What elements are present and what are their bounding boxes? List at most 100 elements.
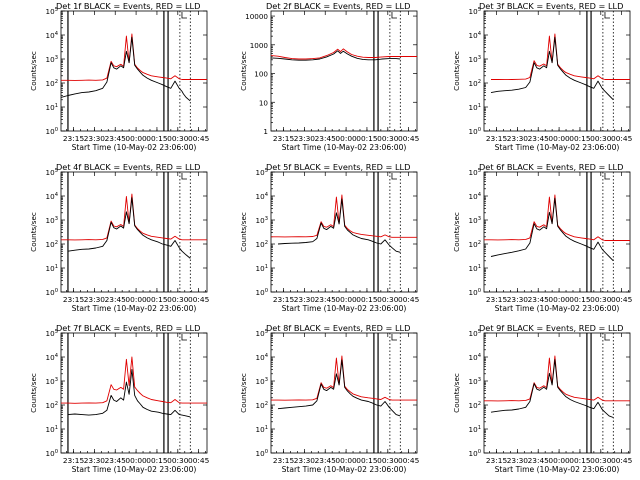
bracket-marker [391, 173, 397, 180]
x-tick-label: 23:30 [507, 134, 529, 143]
x-tick-label: 00:00 [125, 295, 147, 304]
y-tick-label: 100 [469, 127, 481, 136]
x-tick-label: 00:45 [398, 295, 420, 304]
y-tick-label: 105 [256, 168, 268, 177]
x-tick-label: 00:15 [569, 134, 591, 143]
y-tick-label: 101 [46, 264, 58, 273]
panel-title: Det 8f BLACK = Events, RED = LLD [266, 323, 410, 333]
y-tick-label: 101 [46, 425, 58, 434]
y-tick-label: 101 [469, 264, 481, 273]
plot-frame [60, 332, 208, 454]
panel-title: Det 4f BLACK = Events, RED = LLD [56, 162, 200, 172]
x-tick-label: 00:15 [356, 456, 378, 465]
events-rate-trace [490, 36, 614, 101]
x-tick-label: 00:15 [146, 295, 168, 304]
y-tick-label: 105 [469, 7, 481, 16]
y-axis-label: Counts/sec [29, 51, 38, 91]
x-tick-label: 00:45 [188, 134, 210, 143]
y-tick-label: 100 [254, 70, 268, 79]
x-tick-label: 00:30 [377, 456, 399, 465]
y-tick-label: 104 [46, 192, 59, 201]
y-tick-label: 101 [256, 264, 268, 273]
x-tick-label: 23:45 [528, 295, 550, 304]
x-tick-label: 23:15 [486, 295, 508, 304]
y-tick-label: 100 [256, 449, 268, 458]
x-tick-label: 00:15 [569, 456, 591, 465]
detector-panel-6: Det 6f BLACK = Events, RED = LLD 23:15 23:… [452, 162, 633, 313]
x-tick-label: 23:30 [507, 456, 529, 465]
y-tick-label: 105 [46, 168, 58, 177]
plot-frame [270, 171, 418, 293]
y-tick-label: 105 [256, 329, 268, 338]
x-tick-label: 23:30 [294, 134, 316, 143]
x-axis-label: Start Time (10-May-02 23:06:00) [282, 304, 407, 313]
plot-frame [483, 171, 631, 293]
y-tick-label: 1000 [250, 41, 269, 50]
x-tick-label: 23:30 [84, 134, 106, 143]
panel-title: Det 1f BLACK = Events, RED = LLD [56, 1, 200, 11]
y-tick-label: 101 [46, 103, 58, 112]
panel-title: Det 7f BLACK = Events, RED = LLD [56, 323, 200, 333]
x-tick-label: 23:45 [315, 134, 337, 143]
x-tick-label: 00:00 [125, 134, 147, 143]
bracket-marker [181, 173, 187, 180]
y-tick-label: 100 [469, 288, 481, 297]
y-tick-label: 105 [469, 168, 481, 177]
x-tick-label: 00:15 [356, 295, 378, 304]
plot-frame [60, 10, 208, 132]
y-tick-label: 102 [46, 240, 58, 249]
x-tick-label: 23:30 [84, 456, 106, 465]
x-tick-label: 00:45 [398, 134, 420, 143]
y-tick-label: 102 [46, 79, 58, 88]
y-tick-label: 104 [256, 353, 269, 362]
y-axis-label: Counts/sec [29, 373, 38, 413]
y-tick-label: 104 [46, 353, 59, 362]
y-tick-label: 102 [256, 401, 268, 410]
x-axis-label: Start Time (10-May-02 23:06:00) [282, 143, 407, 152]
y-tick-label: 104 [469, 192, 482, 201]
x-tick-label: 23:30 [294, 295, 316, 304]
x-tick-label: 23:15 [273, 134, 295, 143]
y-tick-label: 103 [46, 55, 58, 64]
y-axis-label: Counts/sec [239, 51, 248, 91]
y-tick-label: 103 [256, 216, 268, 225]
x-tick-label: 00:00 [548, 456, 570, 465]
x-tick-label: 00:15 [569, 295, 591, 304]
y-tick-label: 100 [256, 288, 268, 297]
y-tick-label: 102 [256, 240, 268, 249]
y-tick-label: 101 [469, 103, 481, 112]
x-tick-label: 00:00 [548, 134, 570, 143]
bracket-marker [181, 12, 187, 19]
y-axis-label: Counts/sec [452, 212, 461, 252]
x-axis-label: Start Time (10-May-02 23:06:00) [495, 304, 620, 313]
y-tick-label: 100 [46, 288, 58, 297]
x-tick-label: 23:15 [273, 295, 295, 304]
panel-title: Det 6f BLACK = Events, RED = LLD [479, 162, 623, 172]
lld-rate-trace [61, 356, 207, 404]
x-tick-label: 00:15 [146, 134, 168, 143]
bracket-marker [604, 334, 610, 341]
bracket-marker [391, 334, 397, 341]
x-tick-label: 00:30 [590, 295, 612, 304]
plot-frame [270, 10, 418, 132]
x-tick-label: 23:45 [315, 456, 337, 465]
y-tick-label: 10 [259, 98, 269, 107]
y-tick-label: 105 [46, 7, 58, 16]
y-axis-label: Counts/sec [452, 51, 461, 91]
panel-title: Det 9f BLACK = Events, RED = LLD [479, 323, 623, 333]
y-tick-label: 101 [469, 425, 481, 434]
lld-rate-trace [270, 48, 417, 60]
x-tick-label: 00:15 [356, 134, 378, 143]
x-tick-label: 23:45 [528, 456, 550, 465]
y-tick-label: 101 [256, 425, 268, 434]
x-tick-label: 00:30 [590, 456, 612, 465]
x-axis-label: Start Time (10-May-02 23:06:00) [282, 465, 407, 474]
x-tick-label: 00:45 [188, 456, 210, 465]
x-tick-label: 23:30 [84, 295, 106, 304]
